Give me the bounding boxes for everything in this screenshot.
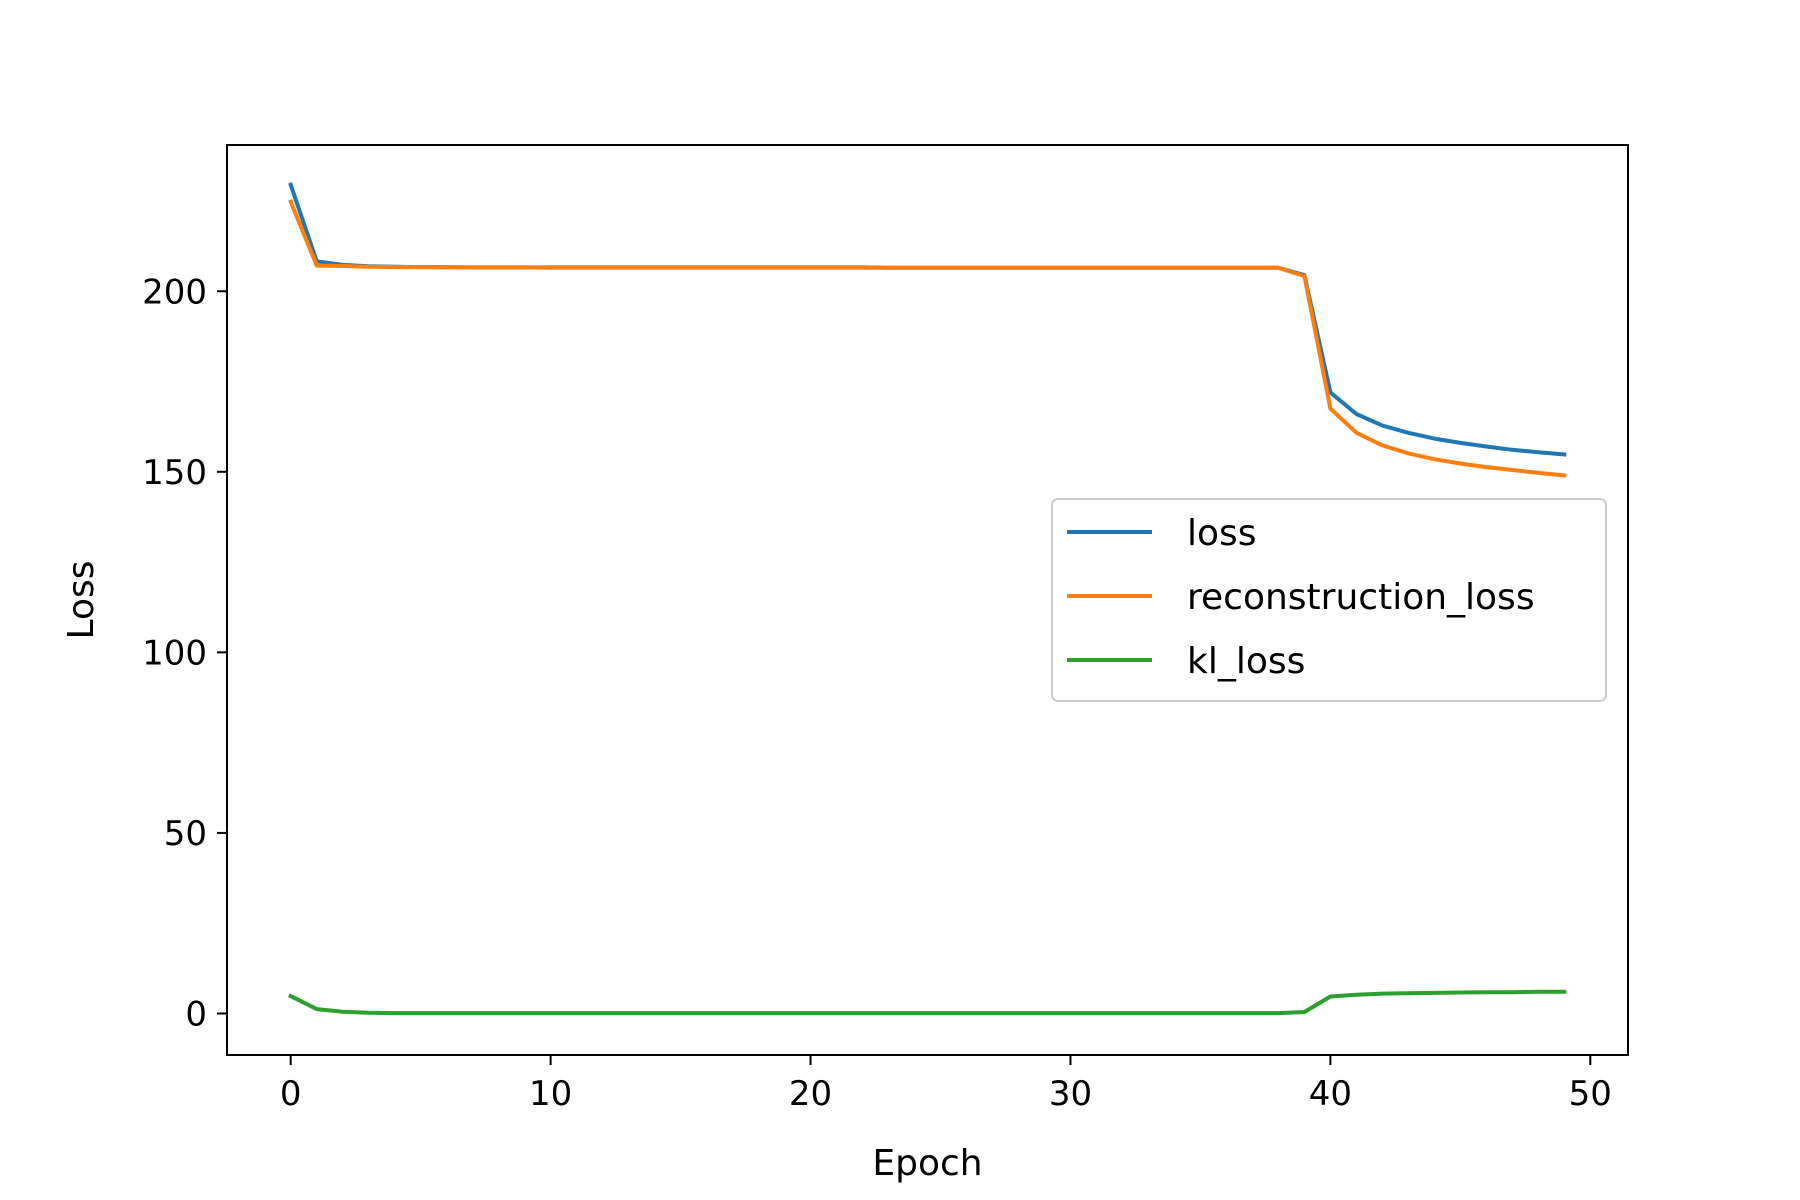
- legend-label-kl-loss: kl_loss: [1187, 641, 1305, 682]
- y-tick-label: 0: [185, 994, 207, 1034]
- legend: loss reconstruction_loss kl_loss: [1051, 498, 1607, 702]
- plot-frame: [226, 144, 1629, 1056]
- x-axis-label: Epoch: [872, 1143, 982, 1184]
- y-tick-label: 100: [142, 633, 207, 673]
- series-line-reconstruction-loss: [288, 199, 1567, 478]
- series-layer: [288, 182, 1567, 1016]
- series-line-kl-loss: [288, 989, 1567, 1016]
- legend-box: [1051, 498, 1607, 702]
- legend-label-reconstruction-loss: reconstruction_loss: [1187, 577, 1535, 618]
- x-tick-label: 40: [1309, 1074, 1352, 1114]
- x-tick-label: 0: [280, 1074, 302, 1114]
- x-axis: 0 10 20 30 40 50: [280, 1055, 1612, 1114]
- x-tick-label: 10: [529, 1074, 572, 1114]
- y-tick-label: 50: [164, 814, 207, 854]
- y-tick-label: 150: [142, 453, 207, 493]
- x-tick-label: 50: [1569, 1074, 1612, 1114]
- y-axis-label: Loss: [61, 561, 102, 640]
- legend-label-loss: loss: [1187, 513, 1257, 554]
- legend-items: loss reconstruction_loss kl_loss: [1067, 513, 1535, 682]
- x-tick-label: 20: [789, 1074, 832, 1114]
- y-tick-label: 200: [142, 272, 207, 312]
- x-tick-label: 30: [1049, 1074, 1092, 1114]
- y-axis: 0 50 100 150 200: [142, 272, 227, 1034]
